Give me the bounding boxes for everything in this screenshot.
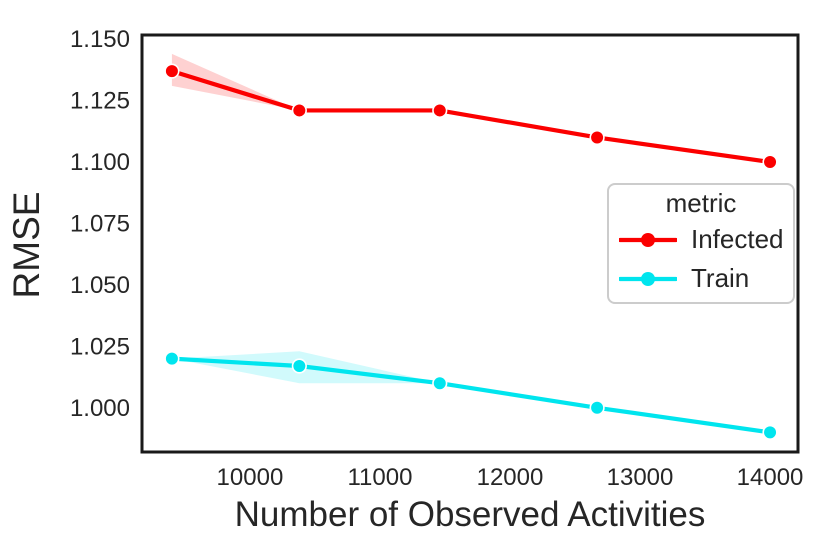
y-tick-label: 1.100 bbox=[70, 149, 130, 176]
data-point-train bbox=[589, 400, 605, 416]
confidence-band-infected bbox=[171, 53, 771, 163]
plot-frame bbox=[140, 33, 800, 454]
x-axis-label: Number of Observed Activities bbox=[234, 495, 706, 534]
legend-entry-train: Train bbox=[609, 259, 793, 298]
data-point-train bbox=[291, 358, 307, 374]
confidence-band-train bbox=[171, 351, 771, 433]
series-line-infected bbox=[169, 69, 773, 165]
series-lines-layer bbox=[164, 63, 778, 440]
y-tick-label: 1.000 bbox=[70, 395, 130, 422]
data-point-infected bbox=[291, 102, 307, 119]
legend-label-train: Train bbox=[691, 263, 750, 294]
x-tick-label: 12000 bbox=[477, 464, 544, 491]
y-axis-label: RMSE bbox=[6, 191, 47, 299]
train-line-swatch bbox=[619, 271, 677, 286]
legend-box: metric Infected Train bbox=[607, 183, 795, 304]
data-point-infected bbox=[164, 63, 180, 79]
x-tick-label: 14000 bbox=[737, 464, 804, 491]
data-point-infected bbox=[762, 154, 778, 170]
x-tick-label: 13000 bbox=[607, 464, 674, 491]
y-tick-label: 1.150 bbox=[70, 26, 130, 53]
plot-frame-layer bbox=[140, 33, 800, 454]
data-point-train bbox=[432, 375, 448, 391]
legend-title: metric bbox=[665, 188, 737, 218]
y-tick-label: 1.050 bbox=[70, 272, 130, 299]
x-tick-label: 11000 bbox=[347, 464, 412, 491]
legend-label-infected: Infected bbox=[691, 224, 784, 255]
x-tick-label: 10000 bbox=[217, 464, 284, 491]
data-point-train bbox=[164, 351, 180, 367]
legend-entry-infected: Infected bbox=[609, 220, 793, 259]
data-point-train bbox=[762, 424, 778, 440]
y-tick-label: 1.025 bbox=[70, 333, 130, 360]
y-tick-label: 1.125 bbox=[70, 88, 130, 115]
tick-labels-layer: 10000 11000 12000 13000 14000 1.150 1.125 1.100… bbox=[70, 26, 803, 491]
data-point-infected bbox=[589, 129, 605, 146]
infected-line-swatch bbox=[619, 232, 677, 247]
y-tick-label: 1.075 bbox=[70, 210, 130, 237]
data-point-infected bbox=[432, 102, 448, 119]
